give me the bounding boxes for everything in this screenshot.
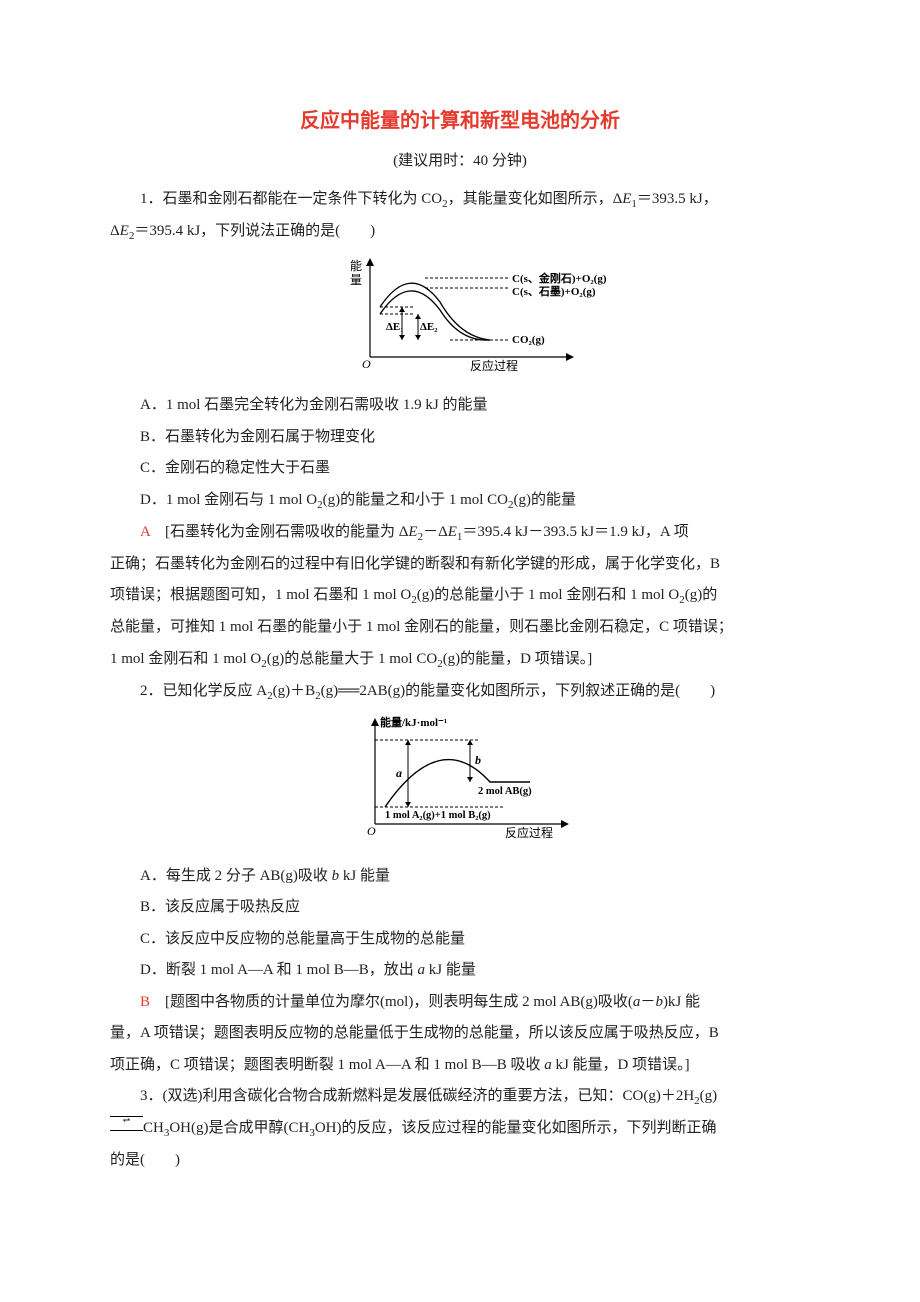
fig2-ylabel: 能量/kJ·mol⁻¹ (380, 715, 447, 729)
q1-ans5c: (g)的能量，D 项错误。] (443, 651, 593, 667)
q1-answer-line4: 总能量，可推知 1 mol 石墨的能量小于 1 mol 金刚石的能量，则石墨比金… (110, 612, 810, 644)
q1-stem-part2: ，其能量变化如图所示，Δ (448, 191, 623, 207)
q3-l2-c: OH)的反应，该反应过程的能量变化如图所示，下列判断正确 (315, 1120, 717, 1136)
q1-answer-line2: 正确；石墨转化为金刚石的过程中有旧化学键的断裂和有新化学键的形成，属于化学变化，… (110, 549, 810, 581)
q3-l2-a: CH (143, 1120, 164, 1136)
q1-option-a: A．1 mol 石墨完全转化为金刚石需吸收 1.9 kJ 的能量 (110, 390, 810, 422)
q1-answer-line5: 1 mol 金刚石和 1 mol O2(g)的总能量大于 1 mol CO2(g… (110, 644, 810, 676)
q2-stem-a: 2．已知化学反应 A (140, 683, 267, 699)
q1-answer-line3: 项错误；根据题图可知，1 mol 石墨和 1 mol O2(g)的总能量小于 1… (110, 580, 810, 612)
q1-optd-2: (g)的能量之和小于 1 mol CO (323, 492, 508, 508)
q2-answer-line3: 项正确，C 项错误；题图表明断裂 1 mol A—A 和 1 mol B—B 吸… (110, 1050, 810, 1082)
q1-stem-line2: ΔE2＝395.4 kJ，下列说法正确的是( ) (110, 216, 810, 248)
q2-answer-line2: 量，A 项错误；题图表明反应物的总能量低于生成物的总能量，所以该反应属于吸热反应… (110, 1018, 810, 1050)
q1-answer-line1: A [石墨转化为金刚石需吸收的能量为 ΔE2－ΔE1＝395.4 kJ－393.… (110, 517, 810, 549)
italic: E (448, 524, 457, 540)
q3-stem-b: (g) (700, 1088, 718, 1104)
q1-ans-c: ＝395.4 kJ－393.5 kJ＝1.9 kJ，A 项 (462, 524, 688, 540)
fig1-curve1: C(s、金刚石)+O₂(g) (512, 271, 607, 285)
q1-ans5a: 1 mol 金刚石和 1 mol O (110, 651, 261, 667)
q3-stem-line1: 3．(双选)利用含碳化合物合成新燃料是发展低碳经济的重要方法，已知：CO(g)＋… (110, 1081, 810, 1113)
fig2-product: 2 mol AB(g) (478, 786, 532, 797)
q2-option-b: B．该反应属于吸热反应 (110, 892, 810, 924)
q1-figure: 能 量 O 反应过程 ΔE₁ ΔE₂ C(s、金刚石)+O₂(g) C(s、石墨… (110, 252, 810, 385)
q1-line2-part1: Δ (110, 223, 120, 239)
q3-stem-line2: ⇀↽ CH3OH(g)是合成甲醇(CH3OH)的反应，该反应过程的能量变化如图所… (110, 1113, 810, 1145)
q1-option-b: B．石墨转化为金刚石属于物理变化 (110, 422, 810, 454)
page-subtitle: (建议用时：40 分钟) (110, 146, 810, 178)
q2-option-a: A．每生成 2 分子 AB(g)吸收 b kJ 能量 (110, 861, 810, 893)
fig2-origin: O (367, 824, 376, 838)
q2-option-c: C．该反应中反应物的总能量高于生成物的总能量 (110, 924, 810, 956)
q2-ans-a: [题图中各物质的计量单位为摩尔(mol)，则表明每生成 2 mol AB(g)吸… (150, 994, 633, 1010)
italic-a: a (418, 962, 426, 978)
q2-stem: 2．已知化学反应 A2(g)＋B2(g)══2AB(g)的能量变化如图所示，下列… (110, 676, 810, 708)
q3-l2-b: OH(g)是合成甲醇(CH (169, 1120, 309, 1136)
fig1-ylabel-1: 能 (350, 259, 362, 273)
q2-ans-c: )kJ 能 (663, 994, 700, 1010)
q2-ans3a: 项正确，C 项错误；题图表明断裂 1 mol A—A 和 1 mol B—B 吸… (110, 1057, 544, 1073)
q2-option-d: D．断裂 1 mol A—A 和 1 mol B—B，放出 a kJ 能量 (110, 955, 810, 987)
fig1-de2: ΔE₂ (420, 321, 438, 333)
q2-figure: 能量/kJ·mol⁻¹ O 反应过程 a b 2 mol AB(g) 1 mol… (110, 712, 810, 855)
italic: a (544, 1057, 552, 1073)
page-title: 反应中能量的计算和新型电池的分析 (110, 100, 810, 142)
q2-ans3b: kJ 能量，D 项错误。] (552, 1057, 690, 1073)
fig2-reactant: 1 mol A₂(g)+1 mol B₂(g) (385, 810, 491, 821)
q1-stem-line1: 1．石墨和金刚石都能在一定条件下转化为 CO2，其能量变化如图所示，ΔE1＝39… (110, 184, 810, 216)
fig1-product: CO₂(g) (512, 334, 545, 346)
q2-stem-b: (g)＋B (273, 683, 316, 699)
italic: b (655, 994, 663, 1010)
q1-answer-letter: A (140, 524, 150, 540)
italic-e2: E (120, 223, 129, 239)
q1-optd-3: (g)的能量 (514, 492, 577, 508)
q2-answer-line1: B [题图中各物质的计量单位为摩尔(mol)，则表明每生成 2 mol AB(g… (110, 987, 810, 1019)
q1-optd-1: D．1 mol 金刚石与 1 mol O (140, 492, 317, 508)
q1-ans-a: [石墨转化为金刚石需吸收的能量为 Δ (150, 524, 408, 540)
italic: E (408, 524, 417, 540)
q2-opta-2: kJ 能量 (339, 868, 390, 884)
q1-ans3c: (g)的 (685, 587, 718, 603)
q1-option-c: C．金刚石的稳定性大于石墨 (110, 453, 810, 485)
q3-stem-a: 3．(双选)利用含碳化合物合成新燃料是发展低碳经济的重要方法，已知：CO(g)＋… (140, 1088, 694, 1104)
fig2-xlabel: 反应过程 (505, 825, 553, 840)
fig1-de1: ΔE₁ (386, 321, 404, 333)
q2-optd-1: D．断裂 1 mol A—A 和 1 mol B—B，放出 (140, 962, 418, 978)
q2-stem-c: (g)══2AB(g)的能量变化如图所示，下列叙述正确的是( ) (321, 683, 716, 699)
eq-arrows-icon2: ↽ (123, 1115, 131, 1125)
fig1-xlabel: 反应过程 (470, 358, 518, 372)
q1-ans3a: 项错误；根据题图可知，1 mol 石墨和 1 mol O (110, 587, 411, 603)
q1-ans3b: (g)的总能量小于 1 mol 金刚石和 1 mol O (417, 587, 680, 603)
q3-stem-line3: 的是( ) (110, 1145, 810, 1177)
q2-opta-1: A．每生成 2 分子 AB(g)吸收 (140, 868, 332, 884)
q2-optd-2: kJ 能量 (425, 962, 476, 978)
q1-stem-part3: ＝393.5 kJ， (637, 191, 718, 207)
q1-stem-part1: 1．石墨和金刚石都能在一定条件下转化为 CO (140, 191, 442, 207)
fig2-a: a (396, 766, 402, 780)
q1-ans5b: (g)的总能量大于 1 mol CO (267, 651, 437, 667)
fig1-origin: O (362, 357, 371, 371)
q2-ans-b: － (640, 994, 655, 1010)
q1-ans-b: －Δ (423, 524, 448, 540)
q2-answer-letter: B (140, 994, 150, 1010)
fig1-curve2: C(s、石墨)+O₂(g) (512, 285, 596, 298)
fig1-ylabel-2: 量 (350, 273, 362, 287)
fig2-b: b (475, 753, 481, 767)
q1-option-d: D．1 mol 金刚石与 1 mol O2(g)的能量之和小于 1 mol CO… (110, 485, 810, 517)
q1-line2-part2: ＝395.4 kJ，下列说法正确的是( ) (134, 223, 375, 239)
